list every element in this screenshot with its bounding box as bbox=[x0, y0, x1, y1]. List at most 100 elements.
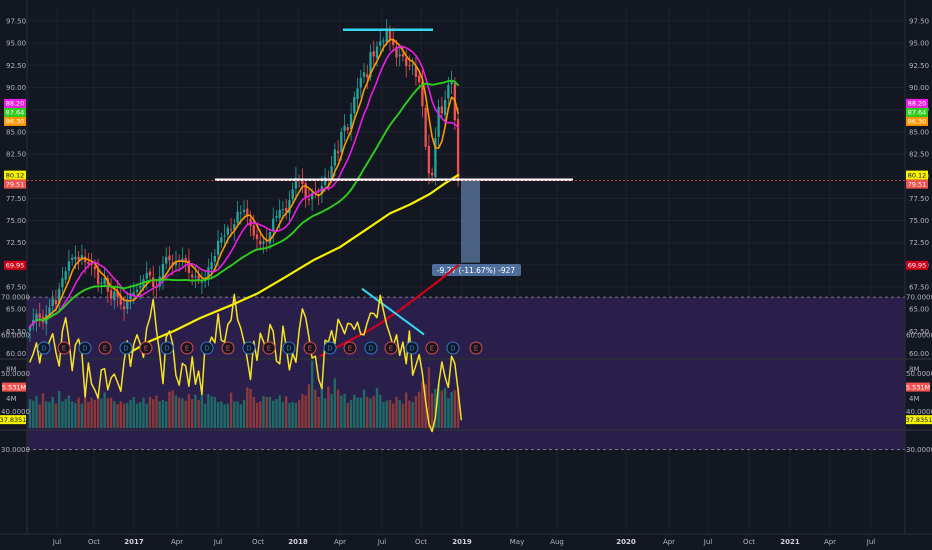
volume-bar bbox=[67, 395, 71, 428]
dividend-marker[interactable] bbox=[200, 341, 214, 355]
volume-bar bbox=[291, 402, 294, 428]
volume-bar bbox=[268, 396, 272, 428]
dividend-marker[interactable] bbox=[323, 341, 337, 355]
event-marker-label: D bbox=[368, 345, 373, 353]
candle-body bbox=[165, 256, 168, 264]
volume-bar bbox=[145, 403, 148, 428]
volume-bar bbox=[417, 391, 421, 428]
measure-label: -9.27 (-11.67%) -927 bbox=[437, 266, 516, 275]
candle-body bbox=[375, 46, 379, 59]
trendline-drawings[interactable] bbox=[27, 28, 905, 336]
dividend-marker[interactable] bbox=[242, 341, 256, 355]
time-axis-label: Jul bbox=[52, 538, 62, 546]
right-price-tag bbox=[906, 98, 928, 108]
candle-body bbox=[405, 58, 408, 67]
candle-body bbox=[226, 227, 229, 235]
candle-body bbox=[132, 292, 135, 295]
volume-bar bbox=[392, 403, 395, 428]
volume-bar bbox=[74, 402, 77, 428]
candle-body bbox=[158, 276, 161, 287]
dividend-marker[interactable] bbox=[37, 341, 51, 355]
dividend-marker[interactable] bbox=[405, 341, 419, 355]
right-volume-tick: 8M bbox=[909, 365, 920, 373]
right-rsi-tick: 50.0000 bbox=[906, 370, 932, 378]
candle-body bbox=[71, 257, 74, 260]
event-marker-label: E bbox=[226, 345, 230, 353]
candle-body bbox=[372, 51, 375, 57]
dividend-marker[interactable] bbox=[446, 341, 460, 355]
volume-bar bbox=[194, 394, 197, 428]
left-price-tick: 65.00 bbox=[6, 306, 26, 314]
earnings-marker[interactable] bbox=[139, 341, 153, 355]
candle-body bbox=[398, 54, 401, 57]
candle-body bbox=[187, 260, 191, 273]
earnings-marker[interactable] bbox=[180, 341, 194, 355]
right-price-tag bbox=[906, 116, 928, 126]
candle-body bbox=[100, 282, 103, 284]
earnings-marker[interactable] bbox=[425, 341, 439, 355]
rsi-divergence-trendline[interactable] bbox=[361, 287, 425, 336]
candle-body bbox=[194, 276, 197, 278]
left-price-tag-text: 88.20 bbox=[6, 100, 25, 108]
earnings-marker[interactable] bbox=[262, 341, 276, 355]
time-axis-label: Oct bbox=[88, 538, 100, 546]
dividend-marker[interactable] bbox=[282, 341, 296, 355]
candle-body bbox=[67, 261, 71, 271]
volume-bar bbox=[440, 390, 444, 428]
volume-bar bbox=[139, 402, 142, 428]
right-price-tick: 92.50 bbox=[909, 62, 929, 70]
event-marker-label: D bbox=[246, 345, 251, 353]
candle-body bbox=[353, 97, 356, 114]
volume-bar bbox=[317, 396, 320, 428]
right-rsi-tick: 70.0000 bbox=[906, 294, 932, 302]
earnings-marker[interactable] bbox=[384, 341, 398, 355]
earnings-marker[interactable] bbox=[469, 341, 483, 355]
volume-bar bbox=[388, 399, 392, 428]
candle-body bbox=[291, 189, 294, 200]
time-axis-label: Jul bbox=[866, 538, 876, 546]
right-volume-tag bbox=[906, 382, 930, 392]
right-price-tick: 62.50 bbox=[909, 328, 929, 336]
candle-body bbox=[174, 261, 178, 266]
candle-body bbox=[35, 313, 38, 322]
volume-bar bbox=[83, 388, 87, 428]
left-price-tick: 95.00 bbox=[6, 40, 26, 48]
right-price-tick: 85.00 bbox=[909, 128, 929, 136]
candle-body bbox=[38, 313, 41, 319]
left-price-tag-text: 69.95 bbox=[6, 262, 25, 270]
volume-bar bbox=[48, 402, 51, 428]
measure-box[interactable] bbox=[461, 180, 480, 263]
right-price-tick: 97.50 bbox=[909, 17, 929, 25]
dividend-marker[interactable] bbox=[364, 341, 378, 355]
ma-yellow-line bbox=[129, 174, 460, 353]
earnings-marker[interactable] bbox=[57, 341, 71, 355]
earnings-marker[interactable] bbox=[343, 341, 357, 355]
left-price-tag-text: 87.64 bbox=[6, 109, 25, 117]
candle-body bbox=[210, 262, 213, 270]
volume-bar bbox=[200, 393, 204, 428]
earnings-marker[interactable] bbox=[221, 341, 235, 355]
left-rsi-tick: 40.0000 bbox=[1, 408, 30, 416]
event-marker-label: D bbox=[286, 345, 291, 353]
left-price-tick: 90.00 bbox=[6, 84, 26, 92]
dividend-marker[interactable] bbox=[160, 341, 174, 355]
candle-body bbox=[450, 81, 453, 85]
dividend-marker[interactable] bbox=[119, 341, 133, 355]
volume-bar bbox=[385, 400, 388, 428]
volume-bar bbox=[220, 401, 223, 428]
right-rsi-tick: 60.0000 bbox=[906, 332, 932, 340]
volume-bar bbox=[93, 399, 97, 428]
dividend-marker[interactable] bbox=[78, 341, 92, 355]
earnings-marker[interactable] bbox=[303, 341, 317, 355]
ma-pink-line bbox=[29, 45, 459, 328]
right-price-tick: 67.50 bbox=[909, 284, 929, 292]
candle-body bbox=[310, 193, 314, 200]
volume-bar bbox=[284, 396, 288, 428]
time-axis-label: May bbox=[510, 538, 524, 546]
volume-bar bbox=[148, 396, 152, 428]
left-price-tag bbox=[4, 107, 26, 117]
volume-bar bbox=[190, 399, 194, 428]
earnings-marker[interactable] bbox=[98, 341, 112, 355]
